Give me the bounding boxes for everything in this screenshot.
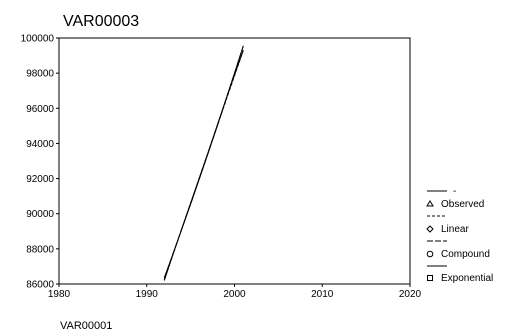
square-marker-icon	[427, 275, 433, 281]
legend: - Observed Linear Compound Exponential	[426, 186, 493, 284]
x-axis-label: VAR00001	[60, 320, 112, 332]
series-line-exponential	[163, 45, 244, 279]
y-axis: 86000 88000 90000 92000 94000 96000 98000 10000…	[21, 34, 59, 291]
series-lines	[163, 45, 244, 281]
legend-label-exponential: Exponential	[441, 273, 493, 284]
legend-label-linear: Linear	[441, 224, 469, 235]
x-axis: 1980 1990 2000 2010 2020	[48, 284, 422, 300]
diamond-marker-icon	[426, 225, 434, 233]
legend-top-label: -	[453, 186, 456, 197]
legend-label-observed: Observed	[441, 199, 484, 210]
y-tick-label: 94000	[26, 139, 54, 150]
x-tick-label: 2020	[399, 289, 422, 300]
x-tick-label: 1990	[136, 289, 159, 300]
x-tick-label: 2000	[223, 289, 246, 300]
y-tick-label: 96000	[26, 104, 54, 115]
series-line-compound	[163, 45, 244, 279]
y-tick-label: 90000	[26, 209, 54, 220]
x-tick-label: 2010	[311, 289, 334, 300]
legend-label-compound: Compound	[441, 249, 490, 260]
x-tick-label: 1980	[48, 289, 71, 300]
y-tick-label: 86000	[26, 280, 54, 291]
circle-marker-icon	[426, 250, 434, 258]
y-tick-label: 92000	[26, 174, 54, 185]
triangle-marker-icon	[426, 200, 434, 207]
y-tick-label: 88000	[26, 244, 54, 255]
y-tick-label: 100000	[21, 34, 55, 45]
y-tick-label: 98000	[26, 69, 54, 80]
chart-title: VAR00003	[63, 13, 139, 30]
